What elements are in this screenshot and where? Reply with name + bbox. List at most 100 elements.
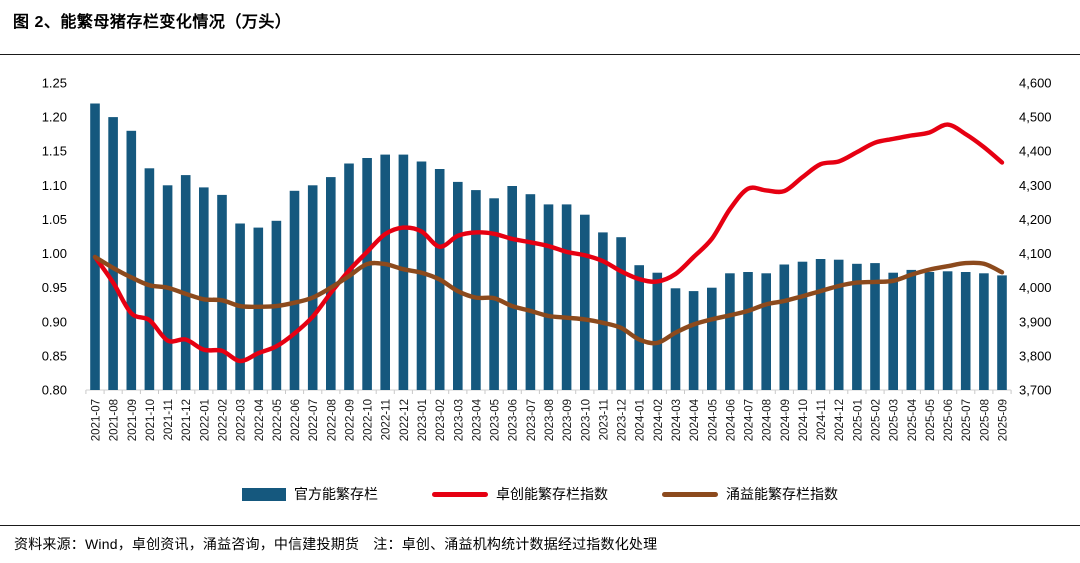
- bar-official-inventory: [416, 161, 427, 390]
- bar-official-inventory: [979, 273, 989, 390]
- left-axis-tick-label: 1.00: [42, 246, 67, 261]
- sow-inventory-combo-chart: 1.25 1.20 1.15 1.10 1.05 1.00 0.95 0.90 0.85 0.80…: [42, 76, 1052, 442]
- footer-divider: [0, 525, 1080, 526]
- bar-official-inventory: [525, 194, 536, 390]
- bar-official-inventory: [688, 291, 699, 390]
- bar-official-inventory: [362, 158, 372, 390]
- bar-official-inventory: [180, 175, 191, 390]
- x-axis-label: 2021-07: [91, 399, 103, 441]
- bar-official-inventory: [852, 263, 862, 390]
- bar-official-inventory: [90, 103, 100, 390]
- x-axis-label: 2025-07: [961, 399, 973, 441]
- right-axis-tick-label: 4,100: [1019, 246, 1052, 261]
- x-axis-label: 2021-08: [109, 399, 121, 441]
- right-axis-tick-label: 3,900: [1019, 314, 1052, 329]
- bar-official-inventory: [108, 117, 118, 390]
- bar-official-inventory: [380, 154, 390, 390]
- right-axis-tick-label: 3,800: [1019, 348, 1052, 363]
- line-yongyi-index: [92, 254, 1005, 346]
- left-axis-tick-label: 0.95: [42, 280, 67, 295]
- source-note: 资料来源：Wind，卓创资讯，涌益咨询，中信建投期货 注：卓创、涌益机构统计数据…: [14, 536, 658, 552]
- x-axis-label: 2024-02: [653, 399, 665, 441]
- x-axis-label: 2025-08: [979, 399, 991, 441]
- x-axis-label: 2022-10: [363, 399, 375, 441]
- x-axis-label: 2024-06: [725, 399, 737, 441]
- title-divider: [0, 54, 1080, 55]
- bar-official-inventory: [743, 272, 753, 390]
- x-axis-label: 2025-01: [852, 399, 864, 441]
- bar-official-inventory: [924, 272, 935, 390]
- x-axis-label: 2022-09: [345, 399, 357, 441]
- right-axis-tick-label: 4,000: [1019, 280, 1052, 295]
- x-axis-label: 2022-12: [399, 399, 411, 441]
- x-axis-label: 2024-12: [834, 399, 846, 441]
- x-axis-label: 2021-09: [127, 399, 139, 441]
- bar-official-inventory: [634, 265, 644, 390]
- right-axis-tick-label: 4,600: [1019, 76, 1052, 91]
- left-axis-tick-label: 1.25: [42, 76, 67, 91]
- bar-official-inventory: [126, 130, 137, 391]
- line-zhuochuang-index: [92, 122, 1005, 364]
- x-axis-label: 2022-05: [272, 399, 284, 441]
- right-axis-tick-label: 4,400: [1019, 144, 1052, 159]
- bar-official-inventory: [326, 177, 336, 390]
- bar-official-inventory: [580, 214, 590, 390]
- bar-official-inventory: [707, 287, 717, 390]
- bar-official-inventory: [870, 263, 880, 390]
- x-axis-label: 2024-05: [707, 399, 719, 441]
- left-axis-tick-label: 0.85: [42, 348, 67, 363]
- bar-official-inventory: [543, 204, 554, 390]
- x-axis-label: 2025-05: [925, 399, 937, 441]
- bar-official-inventory: [942, 271, 953, 390]
- legend-item: 涌益能繁存栏指数: [662, 484, 838, 504]
- x-axis-label: 2023-02: [435, 399, 447, 441]
- right-axis-tick-label: 4,200: [1019, 212, 1052, 227]
- x-axis-label: 2023-07: [526, 399, 538, 441]
- bar-official-inventory: [199, 187, 209, 390]
- legend-line-swatch: [662, 491, 718, 497]
- x-axis-label: 2023-04: [471, 398, 483, 441]
- right-axis-tick-label: 4,500: [1019, 110, 1052, 125]
- bar-official-inventory: [888, 272, 898, 390]
- bar-official-inventory: [997, 275, 1007, 390]
- bar-official-inventory: [779, 264, 790, 390]
- x-axis-label: 2024-08: [762, 399, 774, 441]
- x-axis-label: 2024-11: [816, 399, 828, 440]
- x-axis-label: 2024-10: [798, 399, 810, 441]
- bar-official-inventory: [616, 237, 626, 390]
- x-axis-label: 2024-04: [689, 398, 701, 441]
- x-axis-label: 2022-03: [236, 399, 248, 441]
- legend-item: 官方能繁存栏: [242, 484, 378, 504]
- x-axis-label: 2021-10: [145, 399, 157, 441]
- bar-official-inventory: [217, 194, 227, 390]
- x-axis-label: 2024-07: [744, 399, 756, 441]
- x-axis-label: 2024-09: [780, 399, 792, 441]
- bar-official-inventory: [725, 273, 735, 390]
- bar-official-inventory: [453, 181, 463, 390]
- x-axis-label: 2023-06: [508, 399, 520, 441]
- bar-official-inventory: [471, 190, 481, 390]
- legend-line-swatch: [432, 491, 488, 497]
- x-axis-label: 2023-03: [453, 399, 465, 441]
- bar-official-inventory: [906, 269, 917, 390]
- right-axis-tick-label: 3,700: [1019, 383, 1052, 398]
- left-axis-tick-label: 0.80: [42, 383, 67, 398]
- left-axis-tick-label: 0.90: [42, 314, 67, 329]
- x-axis-label: 2024-01: [635, 399, 647, 441]
- bar-official-inventory: [797, 261, 808, 390]
- x-axis-label: 2021-12: [181, 399, 193, 441]
- x-axis-label: 2022-08: [326, 399, 338, 441]
- bar-official-inventory: [561, 204, 572, 390]
- x-axis-label: 2022-01: [199, 399, 211, 441]
- bar-official-inventory: [761, 273, 771, 390]
- bar-official-inventory: [815, 259, 826, 390]
- x-axis-label: 2023-08: [544, 399, 556, 441]
- legend-label: 官方能繁存栏: [294, 486, 378, 502]
- bar-official-inventory: [670, 288, 681, 390]
- left-axis-tick-label: 1.15: [42, 144, 67, 159]
- right-axis-tick-label: 4,300: [1019, 178, 1052, 193]
- bar-official-inventory: [833, 259, 844, 390]
- legend-label: 涌益能繁存栏指数: [726, 486, 838, 502]
- bar-official-inventory: [144, 168, 155, 390]
- x-axis-label: 2022-02: [218, 399, 230, 441]
